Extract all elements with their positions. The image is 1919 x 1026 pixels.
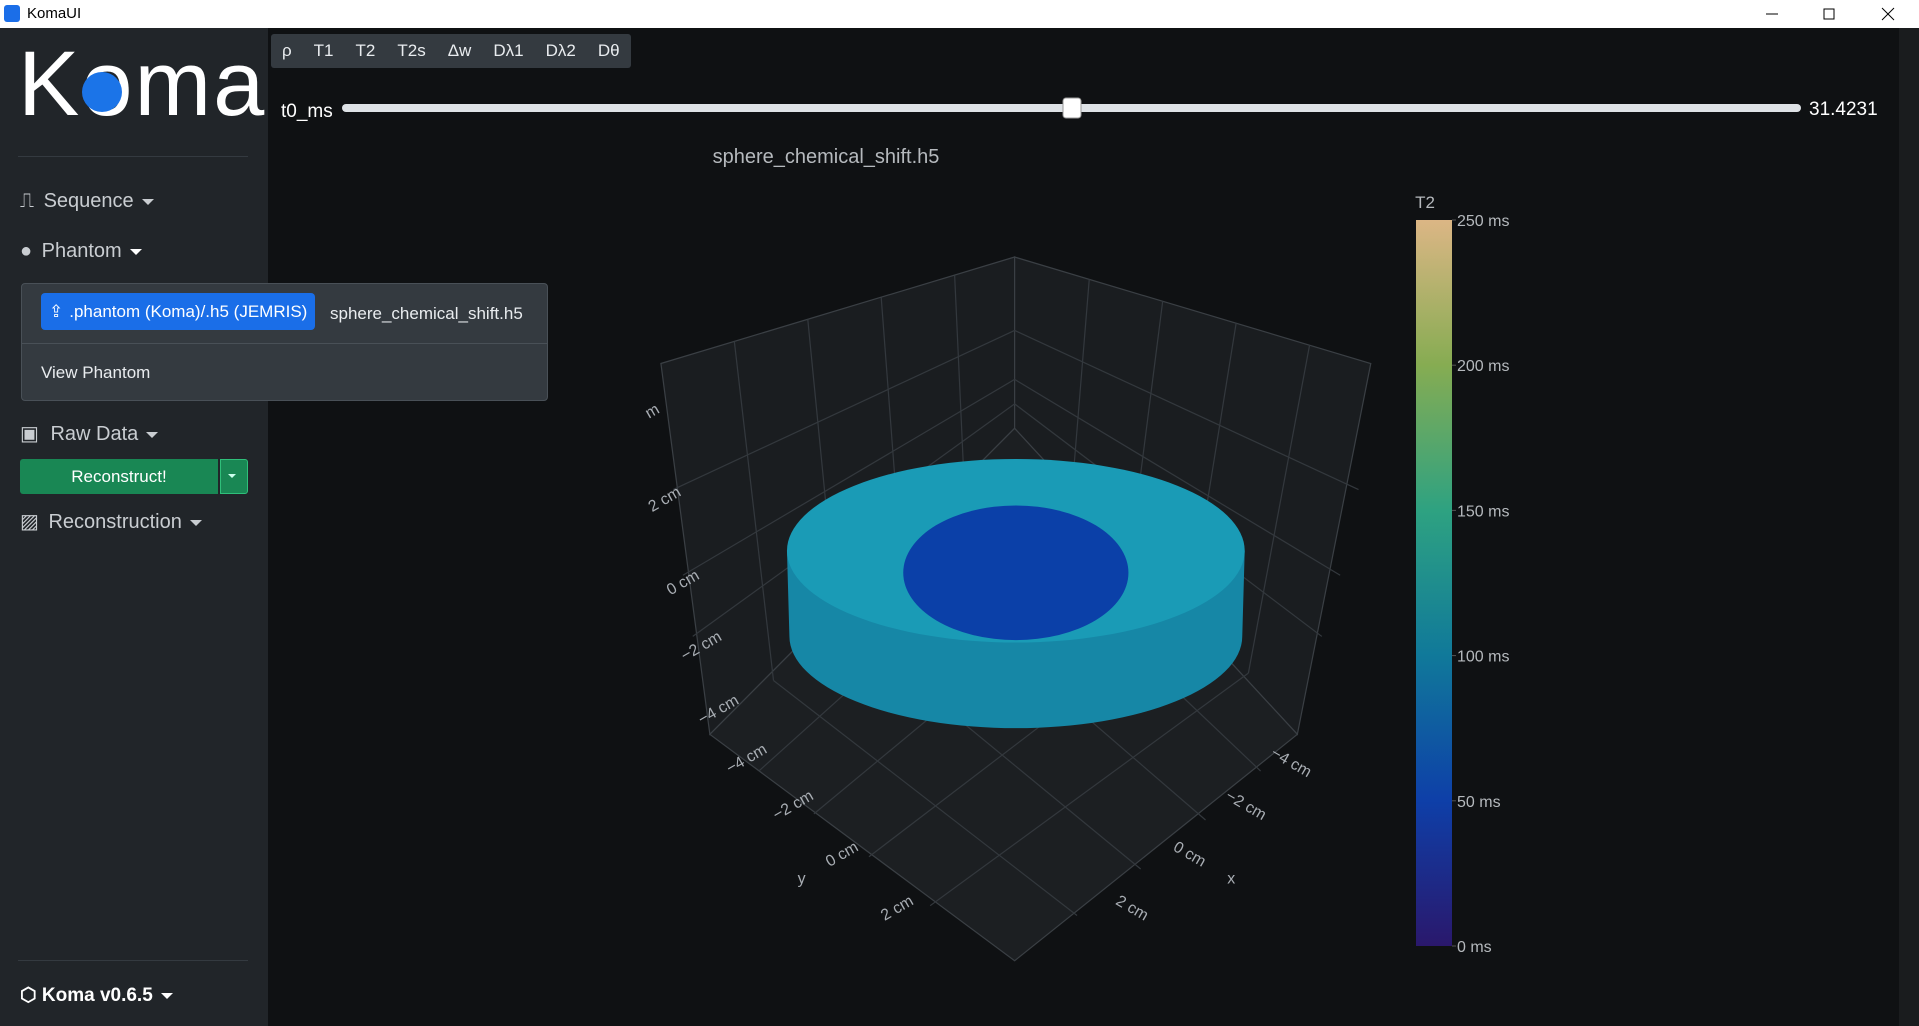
window-title: KomaUI: [27, 5, 82, 22]
x-tick-label: −2 cm: [1223, 787, 1269, 824]
divider: [22, 343, 547, 344]
reconstruction-menu[interactable]: ▨ Reconstruction: [20, 509, 202, 534]
y-axis-title: y: [798, 871, 806, 888]
x-axis-title: x: [1227, 871, 1235, 888]
colorbar: [1416, 220, 1452, 946]
raw-data-label: Raw Data: [50, 423, 139, 445]
z-axis-title: m: [643, 401, 663, 422]
restore[interactable]: [1823, 8, 1835, 20]
title-bar: KomaUI: [0, 0, 1919, 28]
reconstruct-button[interactable]: Reconstruct!: [20, 459, 218, 494]
slider-thumb[interactable]: [1062, 97, 1082, 119]
view-phantom[interactable]: View Phantom: [41, 363, 151, 382]
phantom-dropdown: ⇪ .phantom (Koma)/.h5 (JEMRIS) sphere_che…: [21, 283, 548, 401]
tab[interactable]: Dθ: [597, 41, 620, 60]
disk-core: [903, 505, 1129, 641]
plot-title: sphere_chemical_shift.h5: [713, 146, 940, 168]
raw-data-menu[interactable]: ▣ Raw Data: [20, 421, 159, 446]
x-tick-label: 0 cm: [1170, 839, 1208, 871]
tab[interactable]: T2: [355, 41, 376, 60]
colorbar-ticks: 0 ms 50 ms 100 ms 150 ms 200 ms 250 ms: [1452, 213, 1509, 956]
colorbar-tick-label: 150 ms: [1457, 503, 1509, 520]
tab[interactable]: Δw: [447, 41, 472, 60]
colorbar-tick-label: 50 ms: [1457, 794, 1501, 811]
logo-dot: [82, 72, 122, 112]
x-tick-label: 2 cm: [1113, 892, 1151, 924]
phantom-label: Phantom: [41, 240, 122, 262]
slider-value: 31.4231: [1809, 99, 1878, 120]
app-icon: [4, 5, 20, 22]
colorbar-tick-label: 200 ms: [1457, 358, 1509, 375]
version-menu[interactable]: ⬡ Koma v0.6.5: [20, 984, 173, 1007]
tab[interactable]: ρ: [282, 41, 292, 60]
upload-label: .phantom (Koma)/.h5 (JEMRIS): [69, 302, 308, 321]
x-tick-label: −4 cm: [1268, 745, 1314, 782]
scrollbar: [1899, 28, 1919, 1026]
slider-label: t0_ms: [281, 101, 333, 122]
sidebar: Koma ⎍ Sequence ● Phantom ▣ Raw Data Rec…: [0, 28, 268, 1026]
colorbar-tick-label: 0 ms: [1457, 939, 1492, 956]
upload-button[interactable]: ⇪ .phantom (Koma)/.h5 (JEMRIS): [41, 293, 315, 330]
colorbar-tick-label: 250 ms: [1457, 213, 1509, 230]
tab[interactable]: T1: [313, 41, 334, 60]
y-tick-label: 2 cm: [878, 892, 916, 924]
logo: Koma: [18, 33, 267, 135]
divider: [18, 156, 248, 157]
divider: [18, 960, 248, 961]
tab[interactable]: T2s: [397, 41, 426, 60]
sequence-label: Sequence: [43, 190, 134, 212]
reconstruct-dropdown[interactable]: [220, 459, 248, 494]
reconstruction-label: Reconstruction: [48, 511, 182, 533]
file-name: sphere_chemical_shift.h5: [330, 304, 523, 323]
scene: m 2 cm 0 cm −2 cm −4 cm −4 cm −2 cm 0 cm…: [643, 256, 1372, 962]
version-label: Koma v0.6.5: [41, 985, 153, 1006]
colorbar-tick-label: 100 ms: [1457, 649, 1509, 666]
tab[interactable]: Dλ1: [493, 41, 524, 60]
tab[interactable]: Dλ2: [545, 41, 576, 60]
close-x: [1881, 7, 1895, 21]
phantom-menu[interactable]: ● Phantom: [20, 240, 142, 263]
window-controls: [1766, 7, 1895, 21]
colorbar-title: T2: [1415, 193, 1435, 212]
z-tick-label: 2 cm: [646, 484, 684, 516]
sequence-menu[interactable]: ⎍ Sequence: [20, 190, 154, 213]
tab-bar: ρ T1 T2 T2s Δw Dλ1 Dλ2 Dθ: [271, 34, 631, 68]
y-tick-label: 0 cm: [823, 839, 861, 871]
